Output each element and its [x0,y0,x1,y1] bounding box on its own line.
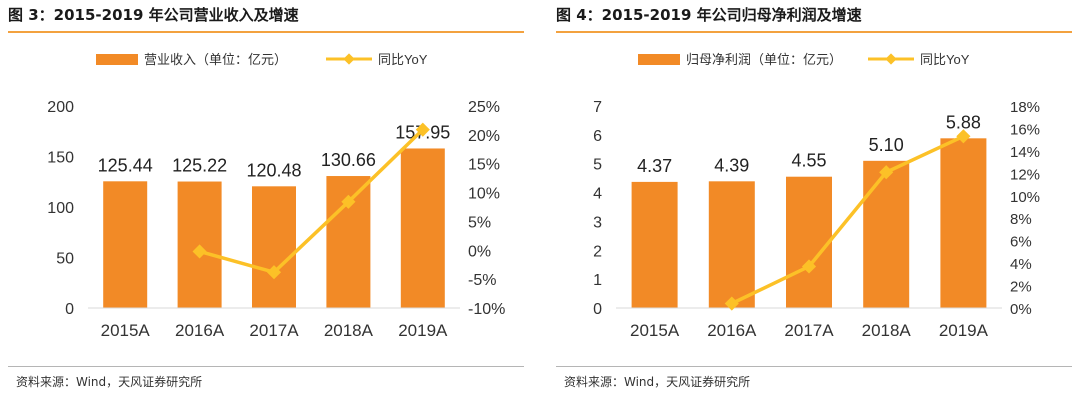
legend-label-bar: 营业收入（单位：亿元） [144,52,287,67]
bar [786,176,832,308]
y2-axis-tick-label: 8% [1010,211,1032,228]
data-label: 125.22 [172,156,227,176]
data-label: 5.88 [946,112,981,132]
legend-swatch-bar [96,54,138,65]
y2-axis-tick-label: 20% [468,128,500,145]
data-label: 4.37 [637,156,672,176]
bar [103,181,148,308]
y-axis-tick-label: 7 [593,99,602,116]
yoy-line [199,128,425,274]
x-axis-tick-label: 2016A [175,321,225,340]
yoy-point [415,122,430,137]
x-axis-tick-label: 2015A [630,321,680,340]
y-axis-tick-label: 0 [65,301,74,318]
legend-label-bar: 归母净利润（单位：亿元） [686,52,842,67]
y2-axis-tick-label: 10% [1010,189,1040,206]
yoy-point [341,194,356,209]
net-profit-chart: 归母净利润（单位：亿元） 同比YoY 0 1 2 3 4 5 6 7 0% 2% 4% 6% 8% 10% 12… [593,52,1040,340]
legend-marker-line [885,53,897,65]
chart-title: 图 3：2015-2019 年公司营业收入及增速 [8,6,299,24]
y2-axis-tick-label: 14% [1010,144,1040,161]
x-axis-tick-label: 2018A [862,321,912,340]
x-axis-tick-label: 2017A [784,321,834,340]
data-label: 4.55 [791,151,826,171]
y2-axis-tick-label: 0% [468,243,491,260]
bar [940,138,987,308]
x-axis-tick-label: 2017A [249,321,299,340]
y-axis-tick-label: 150 [47,150,74,167]
y2-axis-tick-label: -5% [468,272,496,289]
yoy-point [724,296,739,311]
y-axis-tick-label: 4 [593,186,602,203]
yoy-point [879,165,894,180]
y-axis-tick-label: 0 [593,301,602,318]
x-axis-tick-label: 2018A [324,321,374,340]
y2-axis-tick-label: 16% [1010,121,1040,138]
y2-axis-tick-label: 10% [468,186,500,203]
chart-source: 资料来源：Wind，天风证券研究所 [16,375,203,389]
legend-label-line: 同比YoY [920,52,970,67]
revenue-chart: 营业收入（单位：亿元） 同比YoY 0 50 100 150 200 -10% -5% 0% 5% 1… [47,52,505,340]
title-divider [8,31,524,33]
y-axis-tick-label: 5 [593,157,602,174]
y2-axis-tick-label: 18% [1010,99,1040,116]
x-axis-tick-label: 2015A [101,321,151,340]
data-label: 125.44 [98,155,153,175]
y2-axis-tick-label: 4% [1010,256,1032,273]
bar [400,148,445,308]
chart-title: 图 4：2015-2019 年公司归母净利润及增速 [556,6,862,24]
legend-marker-line [343,53,355,65]
y-axis-tick-label: 50 [56,251,74,268]
source-divider [8,366,524,367]
revenue-chart-panel: 图 3：2015-2019 年公司营业收入及增速 营业收入（单位：亿元） 同比Yo… [8,0,524,406]
source-divider [556,366,1072,367]
y2-axis-tick-label: -10% [468,301,505,318]
data-label: 120.48 [246,160,301,180]
y2-axis-tick-label: 25% [468,99,500,116]
x-axis-tick-label: 2019A [939,321,989,340]
y-axis-tick-label: 3 [593,214,602,231]
yoy-point [192,244,207,259]
y-axis-tick-label: 1 [593,272,602,289]
yoy-point [801,259,817,274]
y-axis-tick-label: 6 [593,128,602,145]
title-divider [556,31,1072,33]
yoy-point [266,265,282,280]
y-axis-tick-label: 2 [593,243,602,260]
data-label: 4.39 [714,155,749,175]
x-axis-tick-label: 2019A [398,321,448,340]
data-label: 5.10 [869,135,904,155]
data-label: 130.66 [321,150,376,170]
y2-axis-tick-label: 2% [1010,279,1032,296]
bar [863,160,910,308]
y-axis-tick-label: 100 [47,200,74,217]
bar [708,181,755,308]
bar [252,186,296,308]
chart-source: 资料来源：Wind，天风证券研究所 [564,375,751,389]
y2-axis-tick-label: 5% [468,214,491,231]
legend-swatch-bar [638,54,680,65]
y2-axis-tick-label: 6% [1010,234,1032,251]
net-profit-chart-panel: 图 4：2015-2019 年公司归母净利润及增速 归母净利润（单位：亿元） 同比… [556,0,1072,406]
bar [631,181,678,308]
legend-label-line: 同比YoY [378,52,428,67]
y2-axis-tick-label: 15% [468,157,500,174]
x-axis-tick-label: 2016A [707,321,757,340]
y2-axis-tick-label: 0% [1010,301,1032,318]
y2-axis-tick-label: 12% [1010,166,1040,183]
yoy-line [731,134,965,306]
y-axis-tick-label: 200 [47,99,74,116]
